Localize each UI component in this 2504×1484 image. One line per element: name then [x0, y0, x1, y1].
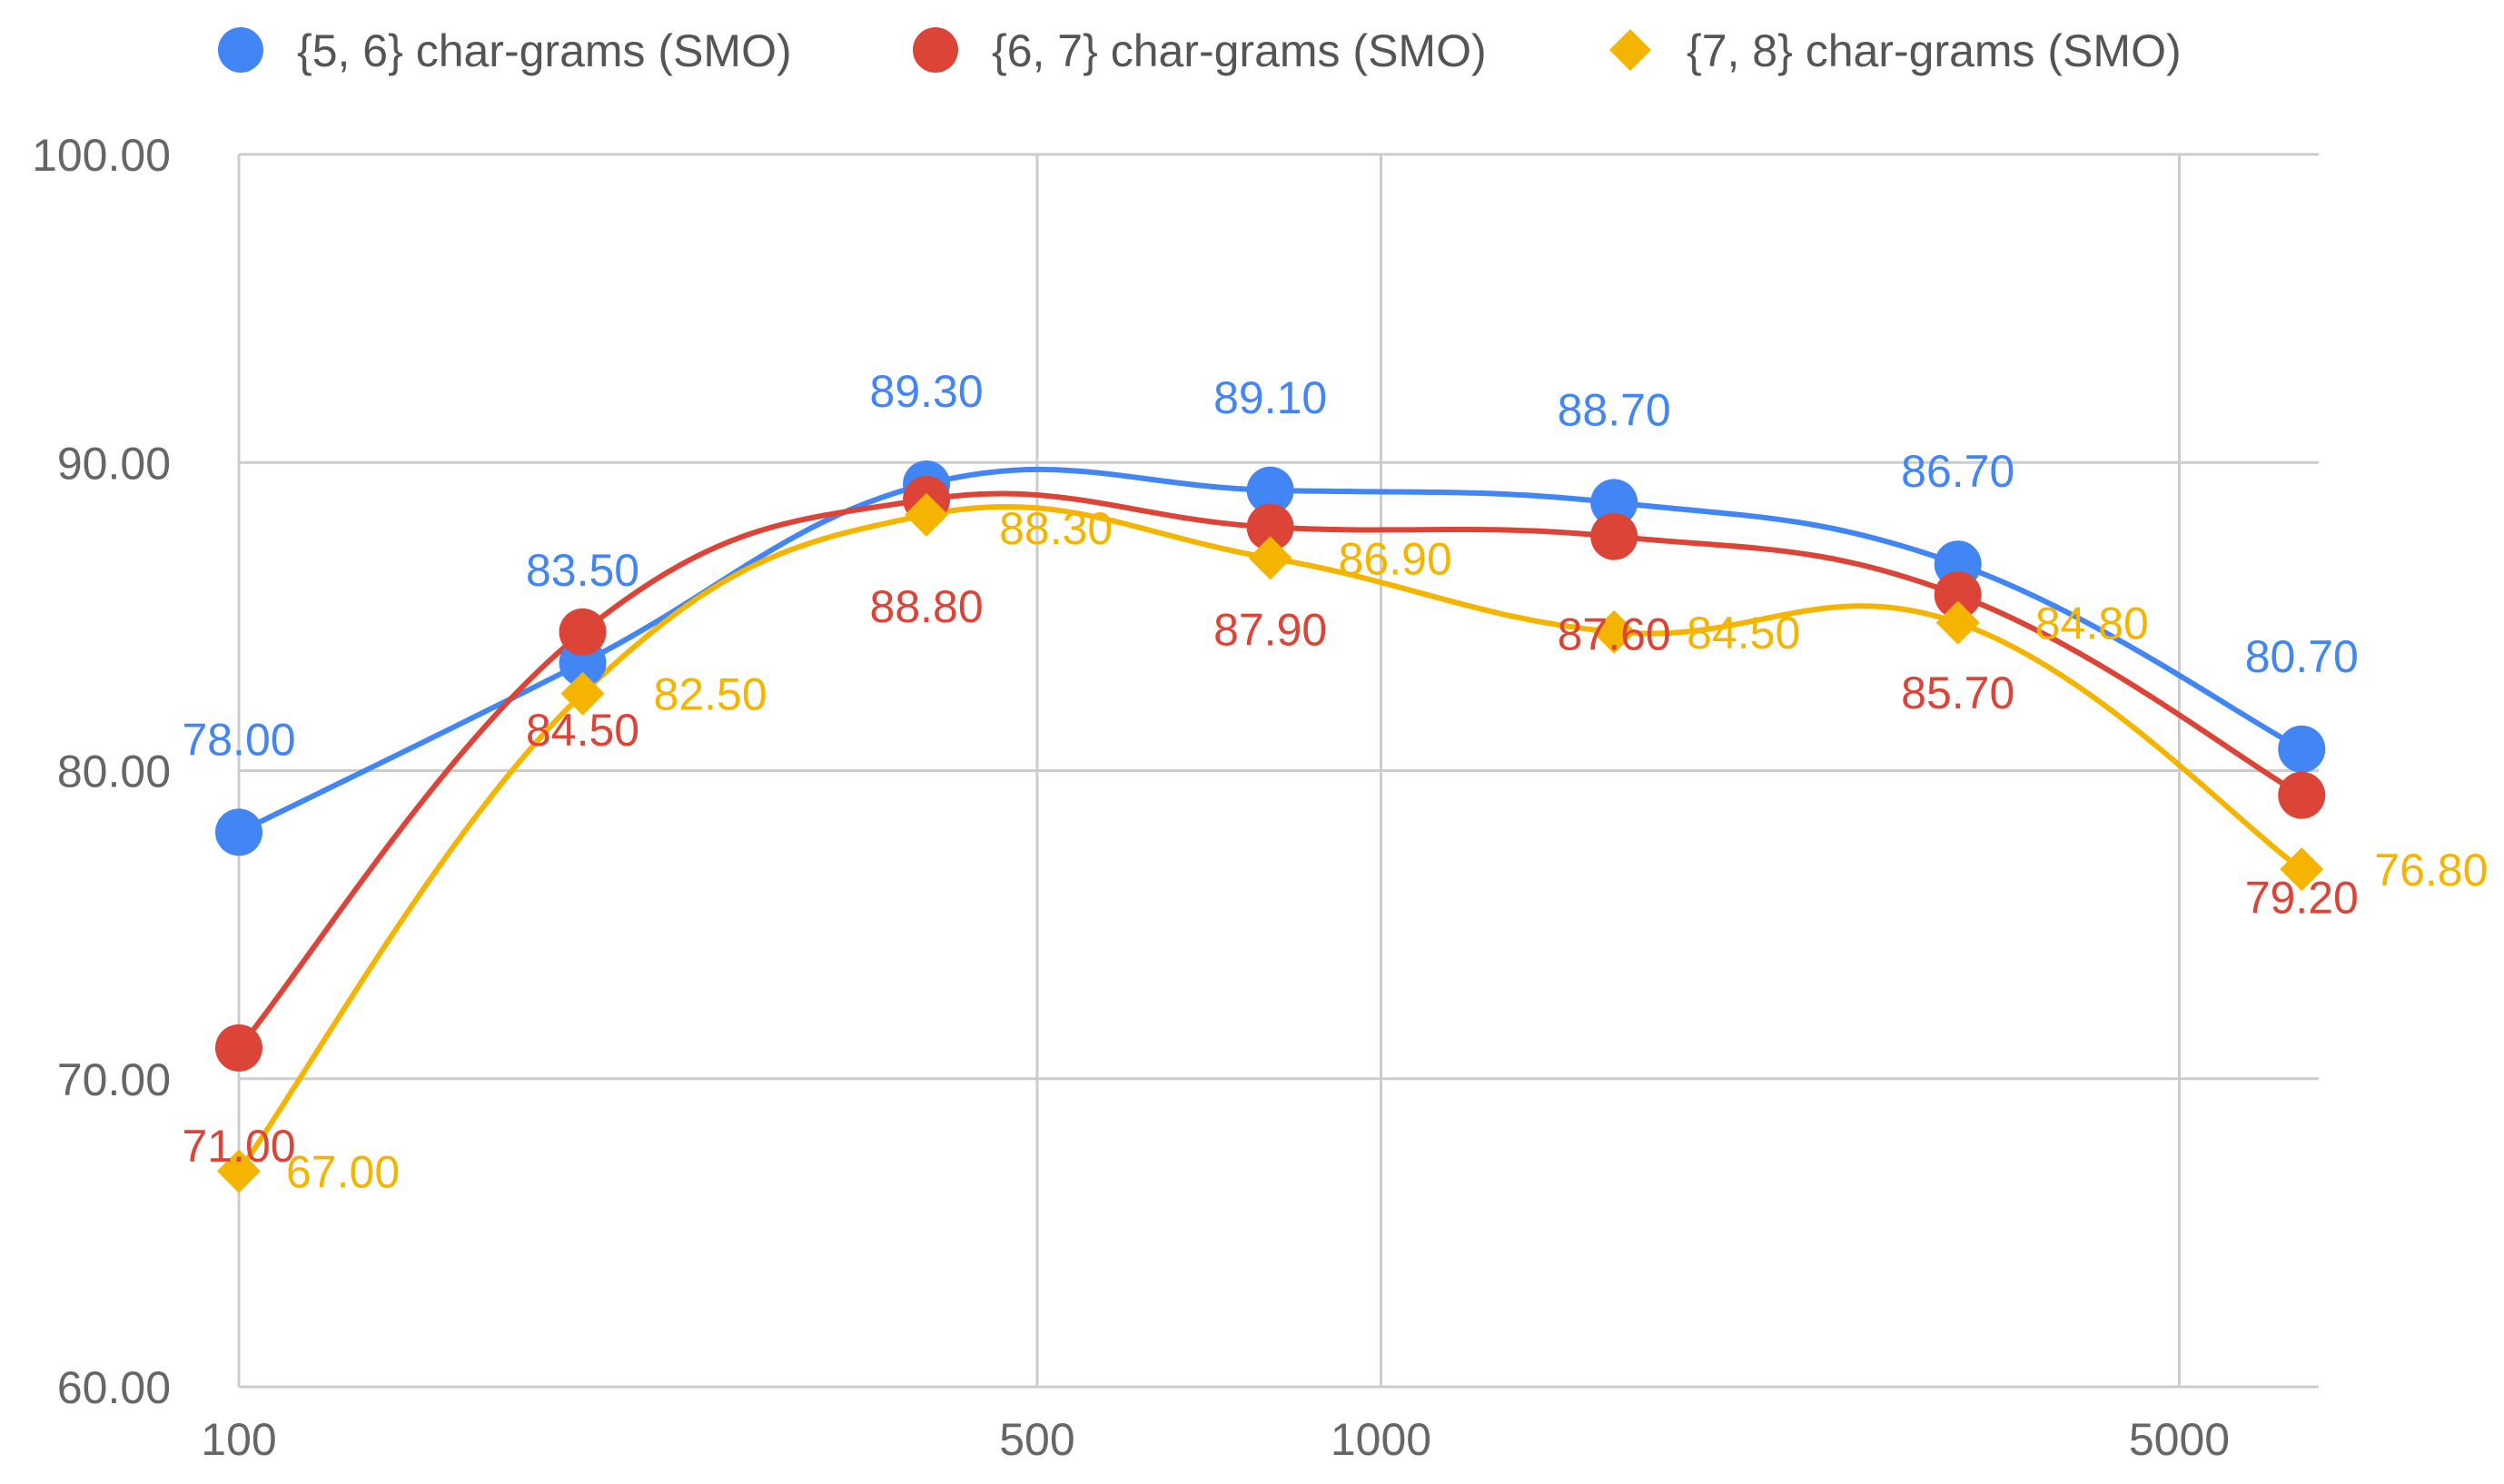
legend-label: {7, 8} char-grams (SMO) — [1687, 25, 2182, 76]
data-label: 84.50 — [1687, 608, 1800, 658]
y-tick-label: 80.00 — [57, 747, 171, 797]
data-point-circle[interactable] — [1246, 466, 1294, 514]
legend-label: {5, 6} char-grams (SMO) — [297, 25, 792, 76]
data-label: 84.80 — [2035, 599, 2149, 649]
data-point-diamond[interactable] — [1935, 600, 1980, 645]
legend-item: {6, 7} char-grams (SMO) — [913, 25, 1487, 76]
data-label: 89.10 — [1213, 372, 1327, 423]
data-point-diamond[interactable] — [560, 671, 605, 716]
y-tick-label: 90.00 — [57, 438, 171, 489]
data-label: 88.80 — [870, 581, 984, 632]
data-point-circle[interactable] — [215, 1024, 262, 1072]
data-labels: 78.00 83.50 89.30 89.10 88.70 86.70 80.70 71.00… — [182, 366, 2488, 1198]
data-label: 88.30 — [999, 503, 1113, 554]
data-label: 84.50 — [526, 705, 639, 756]
data-point-diamond[interactable] — [1248, 536, 1292, 580]
data-label: 87.90 — [1213, 604, 1327, 655]
data-label: 80.70 — [2245, 631, 2359, 682]
x-tick-label: 100 — [201, 1414, 276, 1465]
x-tick-label: 5000 — [2129, 1414, 2230, 1465]
data-label: 76.80 — [2374, 845, 2488, 895]
y-tick-label: 100.00 — [32, 130, 171, 181]
legend-item: {5, 6} char-grams (SMO) — [218, 25, 792, 76]
data-label: 67.00 — [286, 1147, 400, 1198]
data-label: 86.90 — [1339, 533, 1452, 584]
data-label: 87.60 — [1558, 609, 1671, 660]
series-markers — [215, 460, 2326, 1193]
data-point-circle[interactable] — [559, 608, 607, 656]
data-point-diamond[interactable] — [905, 492, 949, 537]
data-label: 78.00 — [182, 714, 295, 765]
data-label: 79.20 — [2245, 873, 2359, 924]
data-label: 85.70 — [1901, 668, 2014, 718]
legend-diamond-marker — [1609, 29, 1651, 71]
legend-circle-marker — [218, 27, 263, 73]
data-label: 86.70 — [1901, 446, 2014, 497]
data-label: 82.50 — [654, 669, 767, 720]
legend-label: {6, 7} char-grams (SMO) — [992, 25, 1487, 76]
data-point-diamond[interactable] — [1592, 609, 1637, 654]
legend-circle-marker — [913, 27, 958, 73]
data-point-circle[interactable] — [1590, 512, 1638, 560]
data-point-circle[interactable] — [215, 808, 262, 856]
y-tick-label: 70.00 — [57, 1054, 171, 1105]
data-label: 89.30 — [870, 366, 984, 417]
legend: {5, 6} char-grams (SMO) {6, 7} char-grams… — [218, 25, 2182, 76]
data-label: 83.50 — [526, 545, 639, 596]
x-tick-label: 500 — [999, 1414, 1074, 1465]
legend-item: {7, 8} char-grams (SMO) — [1609, 25, 2182, 76]
data-point-diamond[interactable] — [217, 1149, 261, 1193]
data-point-circle[interactable] — [2278, 725, 2326, 773]
chart-grid: 60.00 70.00 80.00 90.00 100.00 100 500 1000 5000 — [32, 130, 2319, 1465]
data-point-circle[interactable] — [2278, 771, 2326, 819]
x-tick-label: 1000 — [1331, 1414, 1431, 1465]
data-point-circle[interactable] — [1934, 571, 1982, 619]
data-point-diamond[interactable] — [2280, 847, 2324, 892]
data-label: 88.70 — [1558, 384, 1671, 435]
y-tick-label: 60.00 — [57, 1362, 171, 1413]
data-point-circle[interactable] — [1246, 503, 1294, 551]
data-label: 71.00 — [182, 1121, 295, 1172]
data-point-circle[interactable] — [1590, 479, 1638, 527]
